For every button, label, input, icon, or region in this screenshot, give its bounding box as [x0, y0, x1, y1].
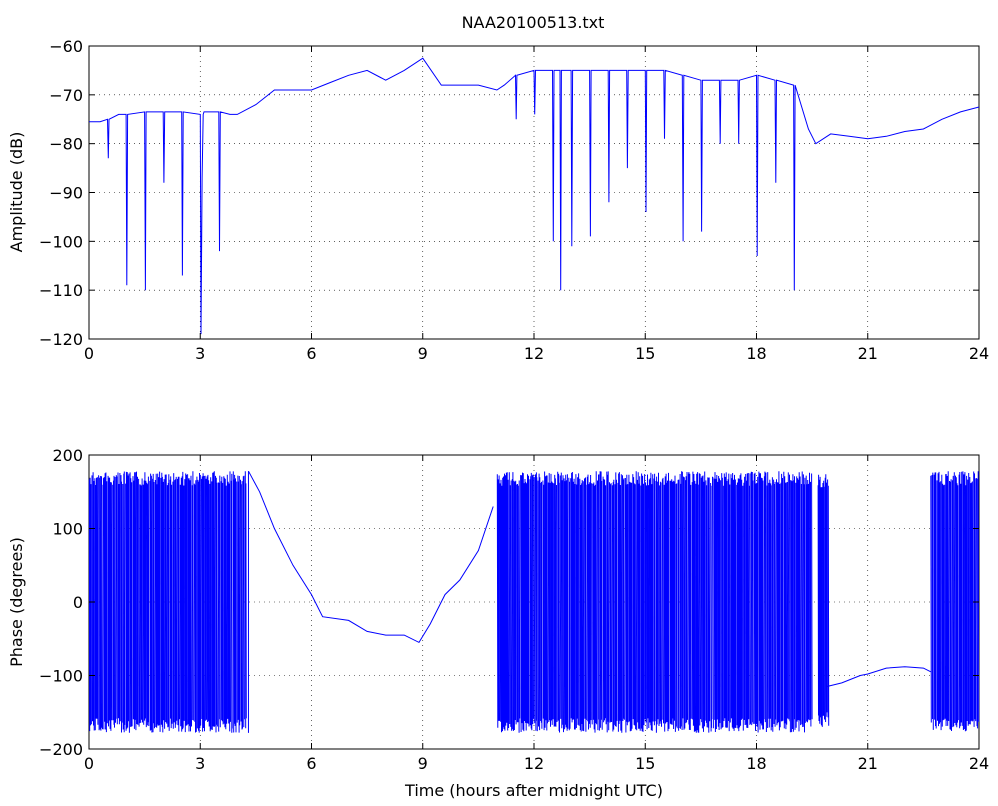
y-tick-label: 200 [52, 446, 83, 465]
x-tick-label: 18 [746, 344, 766, 363]
phase-xlabel: Time (hours after midnight UTC) [404, 781, 663, 800]
phase-wrap-band [817, 474, 830, 727]
amplitude-plot: 0 3 6 9 12 15 18 21 24 −120 −110 −100 −90 −80 −70 −60 A… [7, 37, 989, 363]
y-tick-label: −110 [39, 281, 83, 300]
y-tick-label: 0 [73, 593, 83, 612]
x-tick-label: 12 [524, 754, 544, 773]
phase-plot: 0 3 6 9 12 15 18 21 24 −200 −100 0 100 200 Phase (deg… [7, 446, 989, 800]
phase-wrap-band [930, 471, 980, 732]
x-tick-label: 24 [969, 344, 989, 363]
amplitude-ylabel: Amplitude (dB) [7, 132, 26, 253]
phase-wrap-band [496, 471, 813, 733]
x-tick-label: 6 [306, 344, 316, 363]
x-tick-label: 18 [746, 754, 766, 773]
x-tick-label: 0 [84, 754, 94, 773]
y-tick-label: −80 [49, 135, 83, 154]
y-tick-label: −200 [39, 740, 83, 759]
data-series-line [89, 57, 980, 335]
phase-ticks: 0 3 6 9 12 15 18 21 24 −200 −100 0 100 200 [39, 446, 989, 773]
x-tick-label: 15 [635, 754, 655, 773]
phase-noise-bands [88, 471, 980, 733]
y-tick-label: −60 [49, 37, 83, 56]
x-tick-label: 12 [524, 344, 544, 363]
data-series-line [826, 666, 932, 687]
x-tick-label: 24 [969, 754, 989, 773]
phase-series [248, 470, 932, 687]
x-tick-label: 3 [195, 344, 205, 363]
x-tick-label: 9 [418, 344, 428, 363]
x-tick-label: 21 [858, 754, 878, 773]
x-tick-label: 6 [306, 754, 316, 773]
y-tick-label: −100 [39, 667, 83, 686]
phase-wrap-band [88, 471, 247, 733]
x-tick-label: 0 [84, 344, 94, 363]
x-tick-label: 3 [195, 754, 205, 773]
y-tick-label: −70 [49, 86, 83, 105]
y-tick-label: −120 [39, 330, 83, 349]
y-tick-label: 100 [52, 520, 83, 539]
y-tick-label: −90 [49, 184, 83, 203]
x-tick-label: 15 [635, 344, 655, 363]
figure-title: NAA20100513.txt [462, 13, 605, 32]
amplitude-ticks: 0 3 6 9 12 15 18 21 24 −120 −110 −100 −90 −80 −70 −60 [39, 37, 989, 363]
x-tick-label: 9 [418, 754, 428, 773]
y-tick-label: −100 [39, 232, 83, 251]
data-series-line [248, 470, 494, 644]
amplitude-series [89, 57, 980, 335]
phase-ylabel: Phase (degrees) [7, 537, 26, 667]
x-tick-label: 21 [858, 344, 878, 363]
